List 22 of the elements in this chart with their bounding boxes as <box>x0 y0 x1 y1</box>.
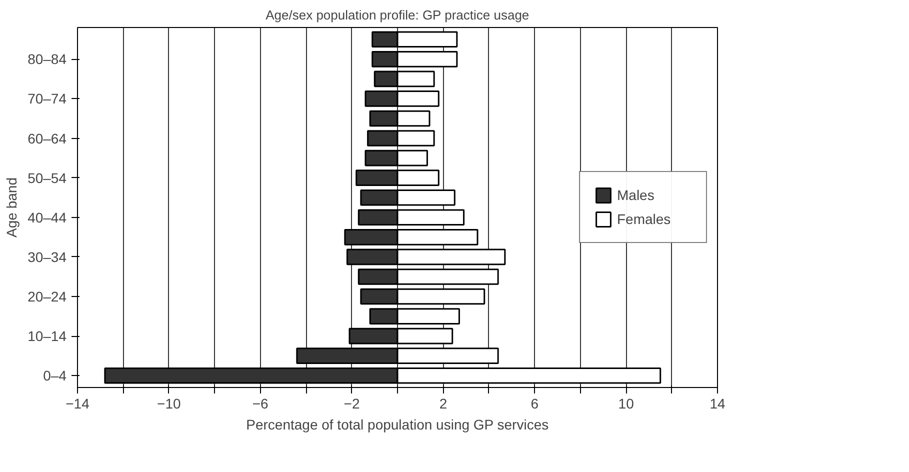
chart-title: Age/sex population profile: GP practice usage <box>266 8 530 22</box>
x-tick-label: −6 <box>252 396 269 412</box>
x-tick-label: −10 <box>157 396 182 412</box>
x-tick-label: 6 <box>530 396 539 412</box>
y-tick-label: 30–34 <box>28 248 67 265</box>
y-tick-label: 40–44 <box>28 209 67 226</box>
x-tick-label: −14 <box>66 396 90 412</box>
legend-label: Females <box>617 211 672 227</box>
x-axis-title: Percentage of total population using GP services <box>246 416 549 432</box>
x-tick-label: 2 <box>439 396 448 412</box>
y-tick-label: 0–4 <box>43 368 67 384</box>
legend-label: Males <box>617 187 656 203</box>
y-tick-label: 70–74 <box>28 90 67 107</box>
y-tick-label: 80–84 <box>28 51 67 68</box>
x-tick-label: −2 <box>344 396 360 412</box>
x-tick-label: 10 <box>618 396 634 412</box>
y-tick-label: 50–54 <box>28 170 67 186</box>
y-tick-label: 60–64 <box>28 130 67 146</box>
y-axis-title: Age band <box>4 178 20 238</box>
y-tick-label: 20–24 <box>28 288 67 305</box>
x-tick-label: 14 <box>710 396 726 412</box>
y-tick-label: 10–14 <box>28 328 67 344</box>
